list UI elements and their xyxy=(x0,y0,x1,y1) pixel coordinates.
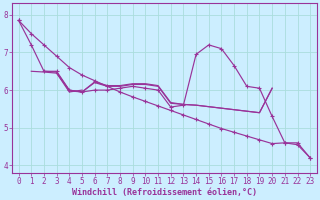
X-axis label: Windchill (Refroidissement éolien,°C): Windchill (Refroidissement éolien,°C) xyxy=(72,188,257,197)
